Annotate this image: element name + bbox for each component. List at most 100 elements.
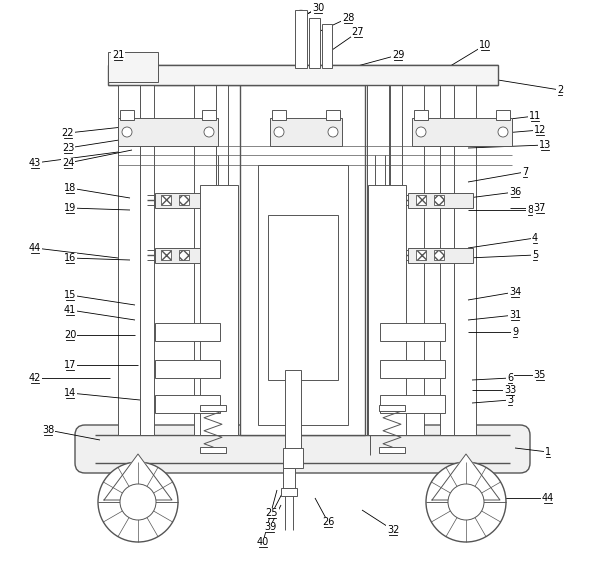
- Bar: [295, 10, 307, 68]
- Bar: [416, 195, 426, 205]
- Text: 16: 16: [64, 253, 76, 263]
- Text: 7: 7: [522, 167, 528, 177]
- Bar: [281, 488, 297, 496]
- Bar: [496, 110, 510, 120]
- Text: 17: 17: [64, 360, 76, 370]
- Circle shape: [426, 462, 506, 542]
- Bar: [379, 447, 405, 453]
- Text: 39: 39: [264, 522, 276, 532]
- Text: 5: 5: [532, 250, 538, 260]
- Text: 2: 2: [557, 85, 563, 95]
- Bar: [416, 250, 426, 260]
- Bar: [155, 323, 220, 341]
- Text: 13: 13: [539, 140, 551, 150]
- Text: 29: 29: [392, 50, 404, 60]
- Bar: [155, 248, 220, 263]
- Bar: [200, 185, 238, 435]
- Text: 38: 38: [42, 425, 54, 435]
- Bar: [322, 24, 332, 68]
- Text: 34: 34: [509, 287, 521, 297]
- Bar: [390, 85, 402, 435]
- Bar: [285, 370, 301, 450]
- Bar: [120, 110, 134, 120]
- Bar: [326, 110, 340, 120]
- Bar: [408, 193, 473, 208]
- Bar: [108, 52, 158, 82]
- Text: 44: 44: [29, 243, 41, 253]
- Bar: [414, 110, 428, 120]
- Text: 14: 14: [64, 388, 76, 398]
- Bar: [155, 395, 220, 413]
- Text: 27: 27: [352, 27, 364, 37]
- Text: 41: 41: [64, 305, 76, 315]
- Text: 21: 21: [112, 50, 124, 60]
- Bar: [309, 18, 320, 68]
- Text: 18: 18: [64, 183, 76, 193]
- Bar: [179, 195, 189, 205]
- Bar: [194, 85, 216, 435]
- Circle shape: [416, 127, 426, 137]
- Bar: [367, 85, 389, 435]
- Bar: [408, 248, 473, 263]
- Text: 11: 11: [529, 111, 541, 121]
- FancyBboxPatch shape: [75, 425, 530, 473]
- Text: 35: 35: [534, 370, 546, 380]
- Text: 31: 31: [509, 310, 521, 320]
- Circle shape: [204, 127, 214, 137]
- Bar: [108, 65, 498, 85]
- Bar: [379, 405, 405, 411]
- Text: 8: 8: [527, 205, 533, 215]
- Bar: [258, 165, 348, 425]
- Bar: [270, 85, 282, 435]
- Text: 10: 10: [479, 40, 491, 50]
- Bar: [268, 215, 338, 380]
- Circle shape: [120, 484, 156, 520]
- Bar: [434, 250, 444, 260]
- Text: 33: 33: [504, 385, 516, 395]
- Text: 22: 22: [62, 128, 74, 138]
- Polygon shape: [432, 454, 500, 500]
- Text: 3: 3: [507, 395, 513, 405]
- Text: 15: 15: [64, 290, 76, 300]
- Text: 20: 20: [64, 330, 76, 340]
- Bar: [202, 110, 216, 120]
- Text: 42: 42: [29, 373, 41, 383]
- Bar: [434, 195, 444, 205]
- Text: 43: 43: [29, 158, 41, 168]
- Bar: [355, 85, 367, 435]
- Bar: [402, 85, 424, 435]
- Bar: [118, 85, 140, 435]
- Text: 12: 12: [534, 125, 546, 135]
- Bar: [380, 323, 445, 341]
- Bar: [200, 405, 226, 411]
- Bar: [272, 110, 286, 120]
- Bar: [216, 85, 228, 435]
- Bar: [155, 360, 220, 378]
- Bar: [282, 85, 304, 435]
- Text: 9: 9: [512, 327, 518, 337]
- Text: 4: 4: [532, 233, 538, 243]
- Circle shape: [498, 127, 508, 137]
- Text: 25: 25: [265, 508, 278, 518]
- Bar: [179, 250, 189, 260]
- Bar: [283, 468, 295, 488]
- Circle shape: [122, 127, 132, 137]
- Circle shape: [98, 462, 178, 542]
- Text: 37: 37: [534, 203, 546, 213]
- Bar: [440, 85, 454, 435]
- Bar: [240, 85, 365, 435]
- Bar: [200, 447, 226, 453]
- Bar: [380, 395, 445, 413]
- Text: 1: 1: [545, 447, 551, 457]
- Bar: [155, 193, 220, 208]
- Circle shape: [448, 484, 484, 520]
- Text: 40: 40: [257, 537, 269, 547]
- Text: 26: 26: [322, 517, 334, 527]
- Bar: [118, 118, 218, 146]
- Text: 19: 19: [64, 203, 76, 213]
- Text: 32: 32: [387, 525, 399, 535]
- Bar: [140, 85, 154, 435]
- Text: 36: 36: [509, 187, 521, 197]
- Circle shape: [274, 127, 284, 137]
- Circle shape: [328, 127, 338, 137]
